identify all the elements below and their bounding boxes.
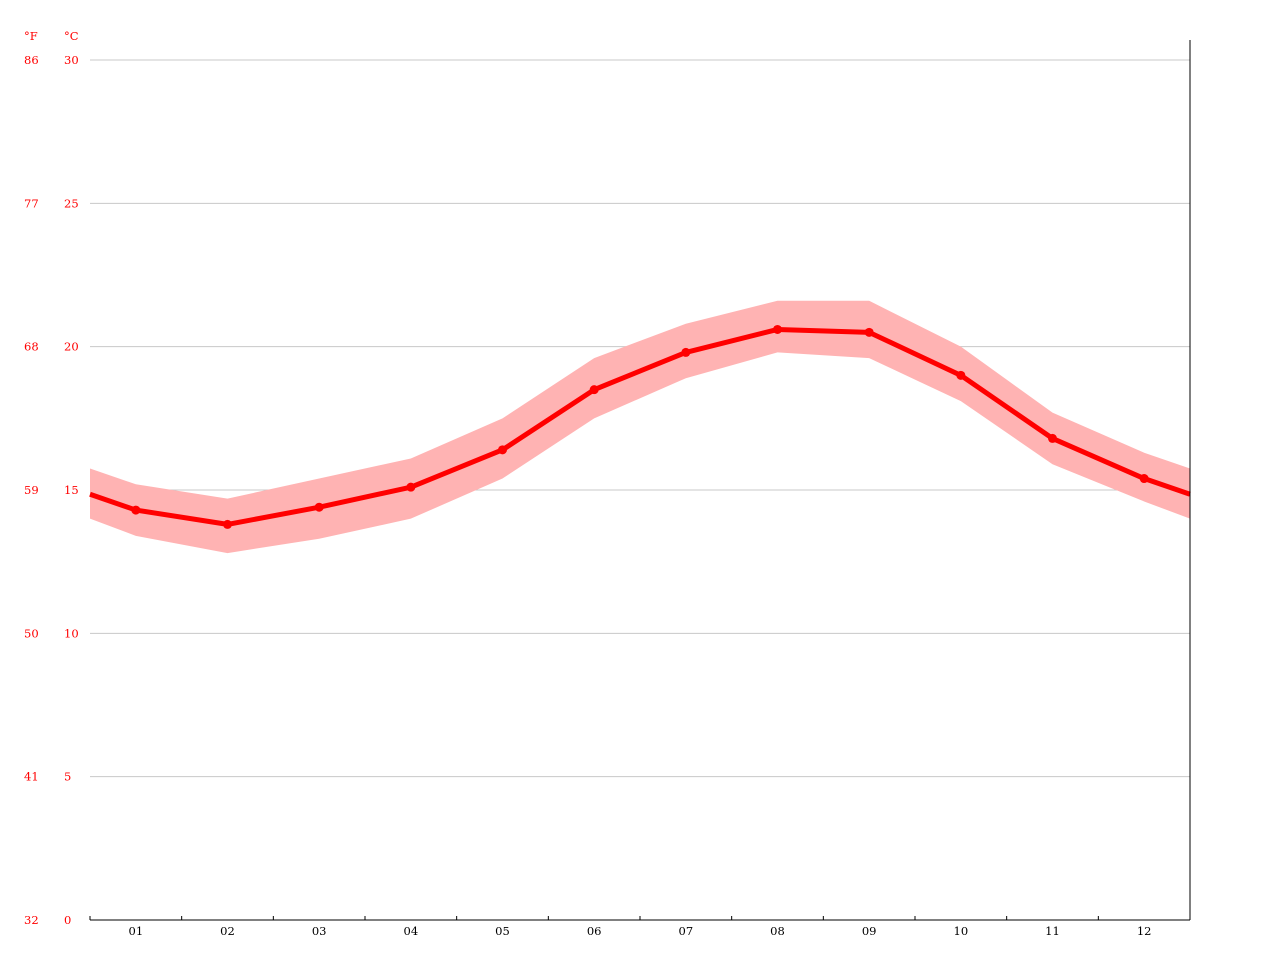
y-tick-label-celsius: 10 bbox=[64, 626, 79, 640]
temperature-line bbox=[89, 324, 1191, 529]
temperature-band bbox=[90, 300, 1190, 554]
x-tick-label: 07 bbox=[679, 924, 694, 938]
y-tick-label-celsius: 25 bbox=[64, 196, 79, 210]
y-tick-label-celsius: 20 bbox=[64, 340, 79, 354]
data-point-01 bbox=[131, 505, 141, 515]
axes bbox=[89, 40, 1191, 921]
data-point-06 bbox=[589, 385, 599, 395]
x-tick-label: 06 bbox=[587, 924, 602, 938]
y-tick-label-fahrenheit: 59 bbox=[24, 483, 39, 497]
data-point-12 bbox=[1139, 474, 1149, 484]
y-tick-label-celsius: 0 bbox=[64, 913, 71, 927]
y-tick-label-celsius: 30 bbox=[64, 53, 79, 67]
y-tick-label-fahrenheit: 32 bbox=[24, 913, 39, 927]
x-tick-label: 03 bbox=[312, 924, 327, 938]
x-tick-label: 04 bbox=[404, 924, 419, 938]
temperature-range-band bbox=[90, 300, 1190, 554]
data-point-02 bbox=[223, 519, 232, 529]
unit-label-celsius: °C bbox=[64, 29, 79, 43]
data-point-10 bbox=[956, 370, 966, 380]
data-point-04 bbox=[406, 482, 416, 492]
x-tick-label: 10 bbox=[954, 924, 969, 938]
y-tick-label-fahrenheit: 86 bbox=[24, 53, 39, 67]
x-tick-label: 02 bbox=[220, 924, 235, 938]
y-tick-label-fahrenheit: 50 bbox=[24, 626, 39, 640]
x-tick-label: 09 bbox=[862, 924, 877, 938]
data-point-05 bbox=[498, 445, 507, 455]
y-tick-label-fahrenheit: 77 bbox=[24, 196, 39, 210]
x-tick-label: 12 bbox=[1137, 924, 1152, 938]
y-tick-label-celsius: 5 bbox=[64, 770, 71, 784]
axis-labels: °F °C 0 32 5 41 10 50 15 59 20 68 25 77 30 86 01 02 03 04… bbox=[24, 29, 1151, 938]
x-tick-label: 08 bbox=[770, 924, 785, 938]
unit-label-fahrenheit: °F bbox=[24, 29, 38, 43]
data-point-08 bbox=[773, 324, 782, 334]
y-tick-label-fahrenheit: 41 bbox=[24, 770, 39, 784]
data-point-11 bbox=[1048, 433, 1057, 443]
y-tick-label-fahrenheit: 68 bbox=[24, 340, 39, 354]
temperature-series-line bbox=[89, 326, 1191, 527]
x-tick-label: 05 bbox=[495, 924, 510, 938]
data-point-07 bbox=[681, 347, 691, 357]
y-tick-label-celsius: 15 bbox=[64, 483, 79, 497]
data-point-03 bbox=[314, 502, 324, 512]
x-tick-label: 11 bbox=[1045, 924, 1060, 938]
data-point-09 bbox=[864, 327, 874, 337]
x-tick-label: 01 bbox=[129, 924, 144, 938]
